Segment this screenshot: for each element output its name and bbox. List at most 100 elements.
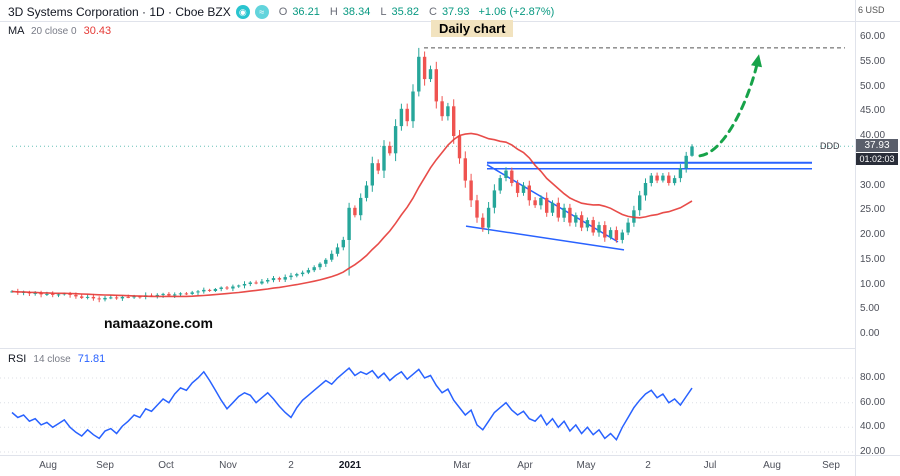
- price-tick: 30.00: [860, 180, 886, 191]
- rsi-tick: 40.00: [860, 421, 886, 432]
- ma-params: 20 close 0: [30, 26, 77, 37]
- candle-body: [422, 56, 427, 80]
- candle-body: [126, 296, 130, 298]
- candle-body: [167, 293, 171, 296]
- watermark-text: namaazone.com: [104, 315, 213, 331]
- candle-body: [324, 259, 328, 264]
- price-tick: 0.00: [860, 328, 880, 339]
- candle-body: [120, 296, 125, 299]
- candle-body: [614, 230, 619, 240]
- candle-body: [51, 293, 55, 295]
- time-label: 2: [288, 460, 294, 471]
- candle-body: [550, 202, 555, 213]
- candle-body: [97, 298, 101, 300]
- candle-body: [463, 158, 467, 181]
- candle-body: [562, 207, 566, 218]
- candle-body: [184, 293, 189, 295]
- candle-body: [481, 217, 485, 228]
- price-scale-unit-button[interactable]: 6 USD: [858, 5, 885, 15]
- time-label: Nov: [219, 460, 237, 471]
- wave-icon[interactable]: ≈: [254, 5, 269, 19]
- candle-body: [283, 277, 287, 280]
- time-label: Jul: [703, 460, 717, 471]
- candle-body: [237, 285, 241, 287]
- candle-body: [364, 185, 369, 198]
- price-axis[interactable]: 60.0055.0050.0045.0040.0035.0030.0025.00…: [855, 0, 900, 457]
- price-tick: 50.00: [860, 81, 886, 92]
- candle-body: [300, 272, 305, 275]
- candle-body: [446, 106, 450, 117]
- rsi-tick: 60.00: [860, 397, 886, 408]
- candle-body: [405, 108, 409, 122]
- projection-arrow-head: [751, 54, 762, 68]
- candle-body: [388, 145, 392, 154]
- candle-body: [603, 225, 607, 238]
- price-tick: 20.00: [860, 229, 886, 240]
- rsi-line[interactable]: [11, 367, 693, 442]
- candle-body: [608, 230, 613, 238]
- candle-body: [260, 281, 264, 284]
- symbol-legend[interactable]: 3D Systems Corporation · 1D · Cboe BZX ◉…: [8, 5, 554, 19]
- candle-body: [225, 287, 229, 289]
- candle-body: [382, 145, 386, 171]
- low-value: 35.82: [391, 6, 419, 18]
- candle-body: [254, 282, 258, 284]
- time-label: 2: [645, 460, 651, 471]
- candle-body: [556, 202, 560, 218]
- candle-body: [504, 170, 508, 178]
- candle-body: [678, 168, 683, 179]
- candle-body: [306, 270, 311, 273]
- candle-body: [295, 274, 299, 276]
- price-tick: 45.00: [860, 105, 886, 116]
- candle-body: [527, 185, 531, 201]
- price-tick: 5.00: [860, 303, 880, 314]
- candle-body: [202, 289, 206, 292]
- candle-body: [486, 207, 491, 228]
- price-axis-border: [855, 0, 856, 476]
- candle-body: [376, 163, 380, 171]
- candle-body: [655, 175, 659, 181]
- candle-body: [684, 155, 688, 169]
- symbol-title[interactable]: 3D Systems Corporation · 1D · Cboe BZX: [8, 5, 231, 19]
- candle-body: [242, 284, 247, 286]
- time-label: May: [576, 460, 596, 471]
- candle-body: [533, 200, 537, 206]
- candle-body: [353, 207, 357, 216]
- candle-body: [434, 69, 438, 102]
- candle-body: [620, 232, 624, 240]
- candle-body: [132, 296, 136, 298]
- candle-body: [492, 190, 497, 208]
- candle-body: [114, 297, 119, 299]
- price-tick: 60.00: [860, 31, 886, 42]
- trendline-wedge-lower[interactable]: [465, 225, 625, 251]
- price-tick: 15.00: [860, 254, 886, 265]
- high-label: H: [329, 6, 338, 18]
- candle-body: [312, 267, 316, 271]
- rsi-tick: 20.00: [860, 446, 886, 457]
- time-label: Apr: [517, 460, 533, 471]
- candle-body: [341, 239, 345, 248]
- projection-arrow[interactable]: [698, 62, 759, 158]
- symbol-tag: DDD: [820, 141, 840, 151]
- time-axis[interactable]: Aug Sep Oct Nov 2 2021 Mar Apr May 2 Jul Aug Sep: [0, 455, 855, 476]
- candle-body: [271, 278, 276, 281]
- ma-value: 30.43: [83, 25, 112, 37]
- rsi-indicator-legend[interactable]: RSI 14 close 71.81: [8, 353, 105, 365]
- candle-body: [335, 247, 340, 254]
- candle-body: [510, 170, 514, 183]
- ma20-line[interactable]: [11, 132, 693, 298]
- time-label: Aug: [39, 460, 57, 471]
- rsi-params: 14 close: [33, 354, 71, 365]
- candle-body: [638, 195, 642, 211]
- candle-body: [515, 183, 520, 193]
- time-label: Sep: [822, 460, 840, 471]
- eye-icon[interactable]: ◉: [235, 5, 250, 19]
- time-label: Aug: [763, 460, 781, 471]
- candle-body: [103, 297, 107, 300]
- rsi-tick: 80.00: [860, 372, 886, 383]
- candle-body: [289, 275, 293, 278]
- ma-indicator-legend[interactable]: MA 20 close 0 30.43: [8, 25, 111, 37]
- candle-body: [661, 175, 665, 181]
- candle-body: [568, 207, 572, 223]
